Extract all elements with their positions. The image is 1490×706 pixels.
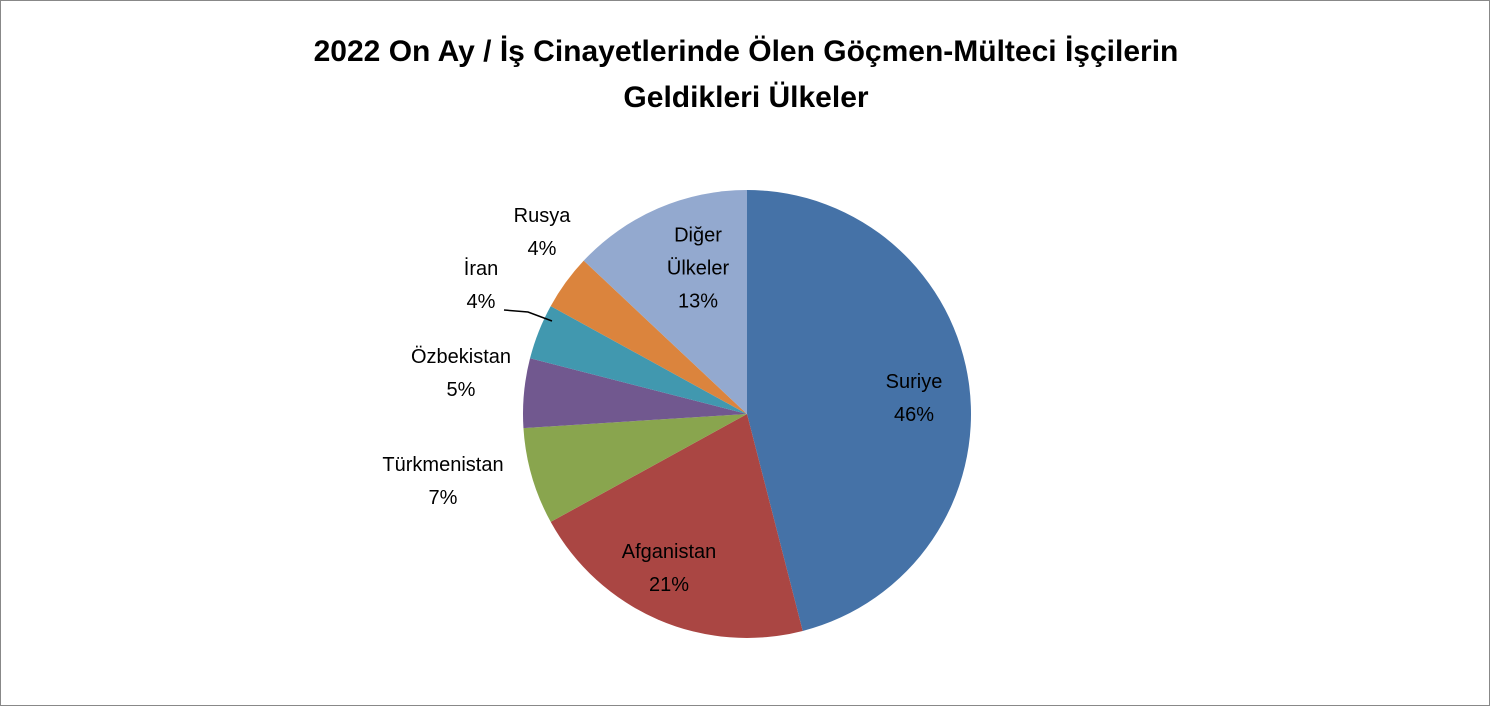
pie-slice xyxy=(550,414,803,638)
slice-value: 5% xyxy=(446,379,476,401)
slice-value: 13% xyxy=(677,290,719,313)
slice-value: 46% xyxy=(893,404,935,426)
data-label: İran 4% xyxy=(464,253,498,319)
data-label: Türkmenistan 7% xyxy=(382,449,503,515)
slice-value: 21% xyxy=(648,574,690,596)
slice-value: 4% xyxy=(466,291,496,313)
pie-slice xyxy=(522,358,747,429)
slice-name: İran xyxy=(463,258,499,280)
slice-name: Türkmenistan xyxy=(382,454,504,476)
slice-name: Diğer Ülkeler xyxy=(666,224,730,280)
leader-line xyxy=(503,309,553,322)
slice-name: Özbekistan xyxy=(410,346,512,368)
pie-slice xyxy=(583,190,747,414)
data-label: Afganistan 21% xyxy=(622,536,717,602)
slice-name: Rusya xyxy=(513,205,571,227)
slice-value: 4% xyxy=(527,238,557,260)
slice-name: Afganistan xyxy=(621,541,717,563)
data-label: Suriye 46% xyxy=(886,366,943,432)
pie-slice xyxy=(747,190,972,631)
pie-slice xyxy=(523,414,747,522)
chart-title: 2022 On Ay / İş Cinayetlerinde Ölen Göçm… xyxy=(313,35,1179,114)
slice-name: Suriye xyxy=(885,371,943,393)
slice-value: 7% xyxy=(428,487,458,509)
data-label: Diğer Ülkeler 13% xyxy=(643,220,753,319)
data-label: Rusya 4% xyxy=(514,200,571,266)
pie-slice xyxy=(530,306,747,414)
data-label: Özbekistan 5% xyxy=(411,341,511,407)
pie-slice xyxy=(550,260,747,414)
